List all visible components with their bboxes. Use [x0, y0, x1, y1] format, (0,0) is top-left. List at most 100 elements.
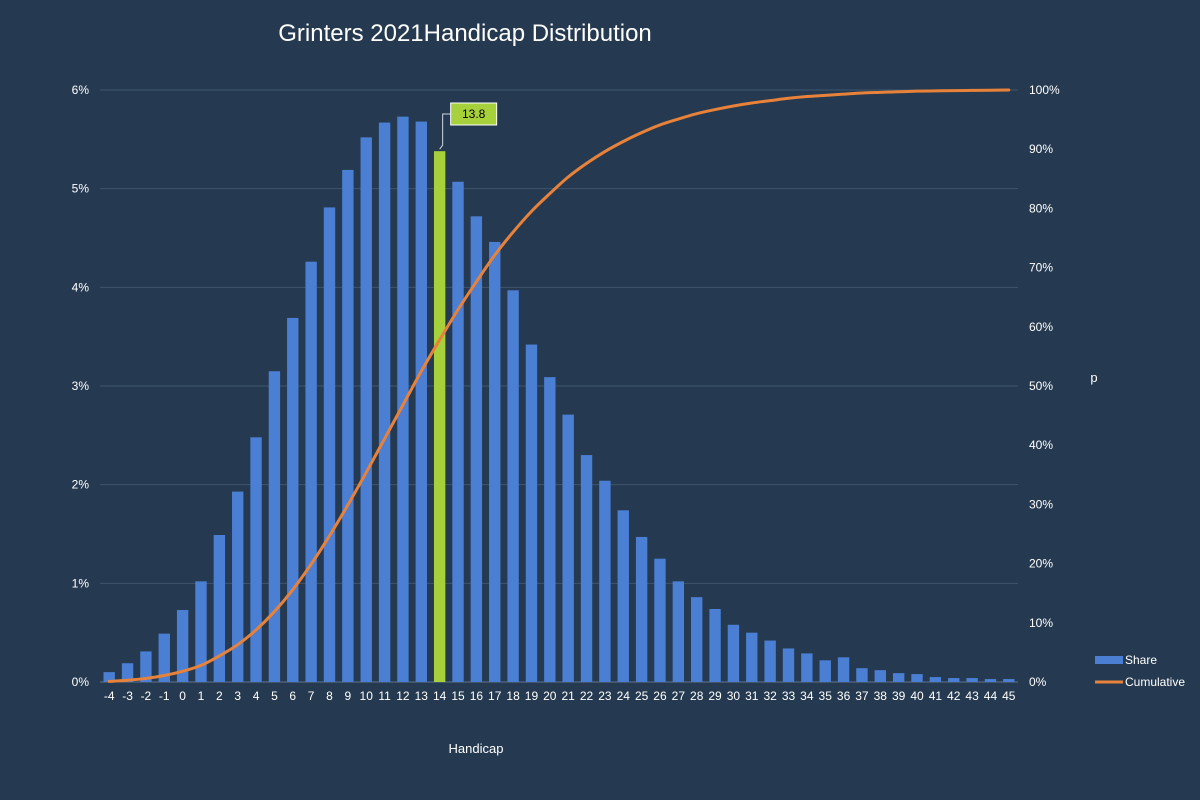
y2-tick-label: 60% — [1029, 320, 1053, 334]
y2-tick-label: 100% — [1029, 83, 1060, 97]
x-tick-label: 40 — [910, 689, 924, 703]
x-tick-label: 39 — [892, 689, 906, 703]
bar — [764, 640, 776, 682]
bar — [360, 137, 372, 683]
bar — [782, 648, 795, 682]
bar — [562, 414, 574, 682]
bar — [287, 317, 299, 682]
x-tick-label: 32 — [763, 689, 777, 703]
legend-swatch-share — [1095, 656, 1123, 664]
bar — [856, 668, 868, 682]
bar — [966, 678, 978, 682]
bar — [121, 663, 134, 682]
bar — [507, 290, 519, 682]
bar — [158, 633, 170, 682]
x-tick-label: 24 — [617, 689, 631, 703]
x-tick-label: 21 — [562, 689, 576, 703]
x-tick-label: 15 — [451, 689, 465, 703]
bar — [397, 116, 409, 682]
x-tick-label: 25 — [635, 689, 649, 703]
bar — [746, 632, 758, 682]
bar — [929, 677, 942, 682]
x-axis: -4 -3 -2 -1 0 1 2 3 4 5 6 7 8 9 10 11 12 13 14 15 16 17 18 19 20… — [104, 689, 1016, 703]
bar — [342, 169, 354, 683]
x-tick-label: 5 — [271, 689, 278, 703]
x-tick-label: 6 — [289, 689, 296, 703]
x-tick-label: 16 — [470, 689, 484, 703]
x-tick-label: 26 — [653, 689, 667, 703]
y2-tick-label: 30% — [1029, 497, 1053, 511]
bar — [378, 122, 391, 682]
y-axis-left: 0% 1% 2% 3% 4% 5% 6% — [72, 83, 90, 689]
bar — [801, 653, 813, 682]
cumulative-line — [107, 88, 1011, 683]
bar — [415, 121, 427, 682]
x-tick-label: -4 — [104, 689, 115, 703]
bar — [635, 536, 648, 682]
bar — [195, 581, 207, 682]
x-tick-label: 34 — [800, 689, 814, 703]
bar — [709, 608, 721, 682]
bar — [617, 510, 629, 682]
x-tick-label: 28 — [690, 689, 704, 703]
callout-box — [450, 102, 498, 126]
x-tick-label: 27 — [672, 689, 686, 703]
x-tick-label: 20 — [543, 689, 557, 703]
x-tick-label: 43 — [965, 689, 979, 703]
x-tick-label: 37 — [855, 689, 869, 703]
x-tick-label: 13 — [415, 689, 429, 703]
bar — [489, 241, 501, 683]
legend: Share Cumulative — [1095, 653, 1185, 689]
callout-leader — [439, 113, 451, 150]
x-tick-label: 17 — [488, 689, 502, 703]
x-tick-label: -3 — [122, 689, 133, 703]
bar — [1003, 679, 1015, 682]
y2-tick-label: 50% — [1029, 379, 1053, 393]
legend-label-cumulative: Cumulative — [1125, 675, 1185, 689]
x-tick-label: 4 — [253, 689, 260, 703]
y-tick-label: 3% — [72, 379, 90, 393]
x-tick-label: 29 — [708, 689, 722, 703]
x-tick-label: 3 — [234, 689, 241, 703]
bar — [691, 597, 703, 682]
y2-tick-label: 10% — [1029, 616, 1053, 630]
bar — [654, 558, 666, 682]
bar-highlight — [433, 151, 446, 682]
bar — [525, 344, 538, 682]
y-tick-label: 5% — [72, 182, 90, 196]
bar — [250, 437, 262, 682]
x-tick-label: 2 — [216, 689, 223, 703]
callout-label: 13.8 — [462, 107, 486, 121]
bar — [470, 216, 483, 682]
y-tick-label: 0% — [72, 675, 90, 689]
y2-tick-label: 90% — [1029, 142, 1053, 156]
chart-title: Grinters 2021Handicap Distribution — [278, 20, 652, 47]
bar — [268, 371, 281, 682]
x-axis-title: Handicap — [449, 741, 504, 756]
bar — [911, 674, 923, 682]
bar-series — [103, 116, 1015, 683]
bar — [892, 673, 905, 682]
bar — [984, 679, 997, 682]
y2-tick-label: 70% — [1029, 261, 1053, 275]
x-tick-label: 23 — [598, 689, 612, 703]
y-tick-label: 2% — [72, 478, 90, 492]
bar — [837, 657, 850, 682]
x-tick-label: 19 — [525, 689, 539, 703]
x-tick-label: 33 — [782, 689, 796, 703]
bar — [672, 581, 685, 682]
y2-axis-title: p — [1090, 370, 1097, 385]
x-tick-label: 9 — [345, 689, 352, 703]
y-tick-label: 1% — [72, 576, 90, 590]
y2-tick-label: 20% — [1029, 557, 1053, 571]
bar — [140, 651, 152, 682]
x-tick-label: 1 — [198, 689, 205, 703]
bar — [323, 207, 336, 682]
x-tick-label: 18 — [506, 689, 520, 703]
bar — [544, 377, 556, 682]
bar — [580, 455, 593, 682]
x-tick-label: 30 — [727, 689, 741, 703]
y-axis-right: 0% 10% 20% 30% 40% 50% 60% 70% 80% 90% 100% — [1029, 83, 1060, 689]
bar — [232, 491, 244, 682]
